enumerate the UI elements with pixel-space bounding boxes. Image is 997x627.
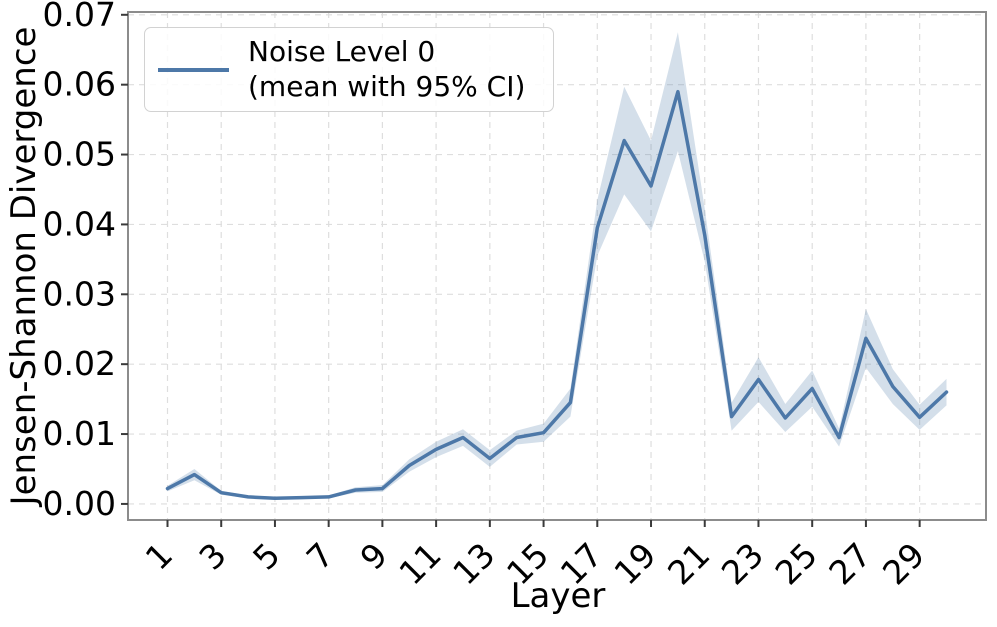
- y-tick-label: 0.05: [43, 135, 116, 174]
- y-tick-label: 0.04: [43, 204, 116, 243]
- legend-label-line1: Noise Level 0: [248, 35, 436, 69]
- x-tick-label: 9: [353, 535, 395, 577]
- x-tick-label: 3: [191, 535, 233, 577]
- x-tick-label: 23: [714, 535, 771, 592]
- x-tick-label: 1: [138, 535, 180, 577]
- y-tick-label: 0.01: [43, 414, 116, 453]
- x-tick-label: 21: [660, 535, 717, 592]
- x-tick-label: 5: [245, 535, 287, 577]
- legend-label: Noise Level 0 (mean with 95% CI): [248, 35, 525, 103]
- legend-line-sample: [158, 67, 229, 72]
- x-tick-label: 29: [875, 535, 932, 592]
- ci-band: [167, 32, 947, 500]
- x-tick-label: 27: [821, 535, 878, 592]
- x-tick-label: 13: [445, 535, 502, 592]
- legend: Noise Level 0 (mean with 95% CI): [144, 27, 554, 112]
- legend-label-line2: (mean with 95% CI): [248, 69, 526, 103]
- y-tick-label: 0.03: [43, 274, 116, 313]
- x-axis-title: Layer: [510, 576, 606, 616]
- x-tick-label: 25: [768, 535, 825, 592]
- mean-line: [165, 89, 949, 501]
- x-tick-label: 7: [299, 535, 341, 577]
- y-tick-label: 0.07: [43, 0, 116, 34]
- y-tick-label: 0.06: [43, 65, 116, 104]
- axis-spine: [127, 11, 987, 521]
- x-tick-label: 11: [391, 535, 448, 592]
- y-tick-label: 0.00: [43, 484, 116, 523]
- y-tick-label: 0.02: [43, 344, 116, 383]
- y-axis-title: Jensen-Shannon Divergence: [4, 26, 44, 506]
- x-tick-label: 19: [606, 535, 663, 592]
